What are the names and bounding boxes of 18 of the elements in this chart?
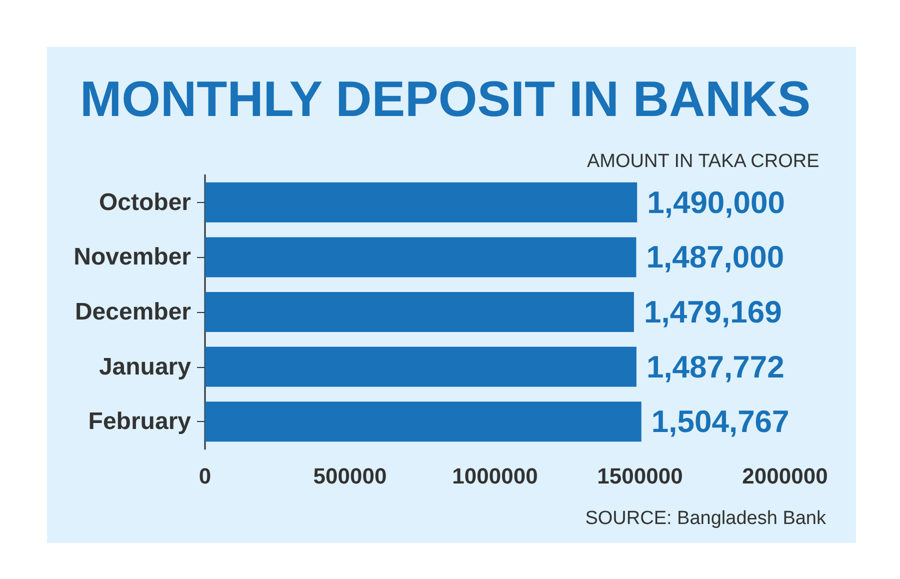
y-tick-label: November xyxy=(74,244,191,271)
y-tick-label: October xyxy=(98,188,191,216)
data-label: 1,490,000 xyxy=(647,184,786,220)
x-tick-label: 0 xyxy=(198,464,212,488)
y-tick-label: December xyxy=(74,298,191,326)
x-tick-label: 1000000 xyxy=(452,464,538,488)
y-tick-label: February xyxy=(88,408,192,436)
x-tick-label: 2000000 xyxy=(742,464,828,488)
x-tick-label: 1500000 xyxy=(597,464,683,488)
x-tick-label: 500000 xyxy=(313,464,387,488)
chart-subtitle: AMOUNT IN TAKA CRORE xyxy=(587,151,820,172)
source-note: SOURCE: Bangladesh Bank xyxy=(585,508,826,529)
data-label: 1,487,772 xyxy=(646,349,784,384)
y-tick-label: January xyxy=(98,353,192,380)
data-label: 1,504,767 xyxy=(651,404,790,440)
chart-title: MONTHLY DEPOSIT IN BANKS xyxy=(80,71,811,127)
data-label: 1,487,000 xyxy=(646,240,784,275)
data-label: 1,479,169 xyxy=(644,294,782,330)
